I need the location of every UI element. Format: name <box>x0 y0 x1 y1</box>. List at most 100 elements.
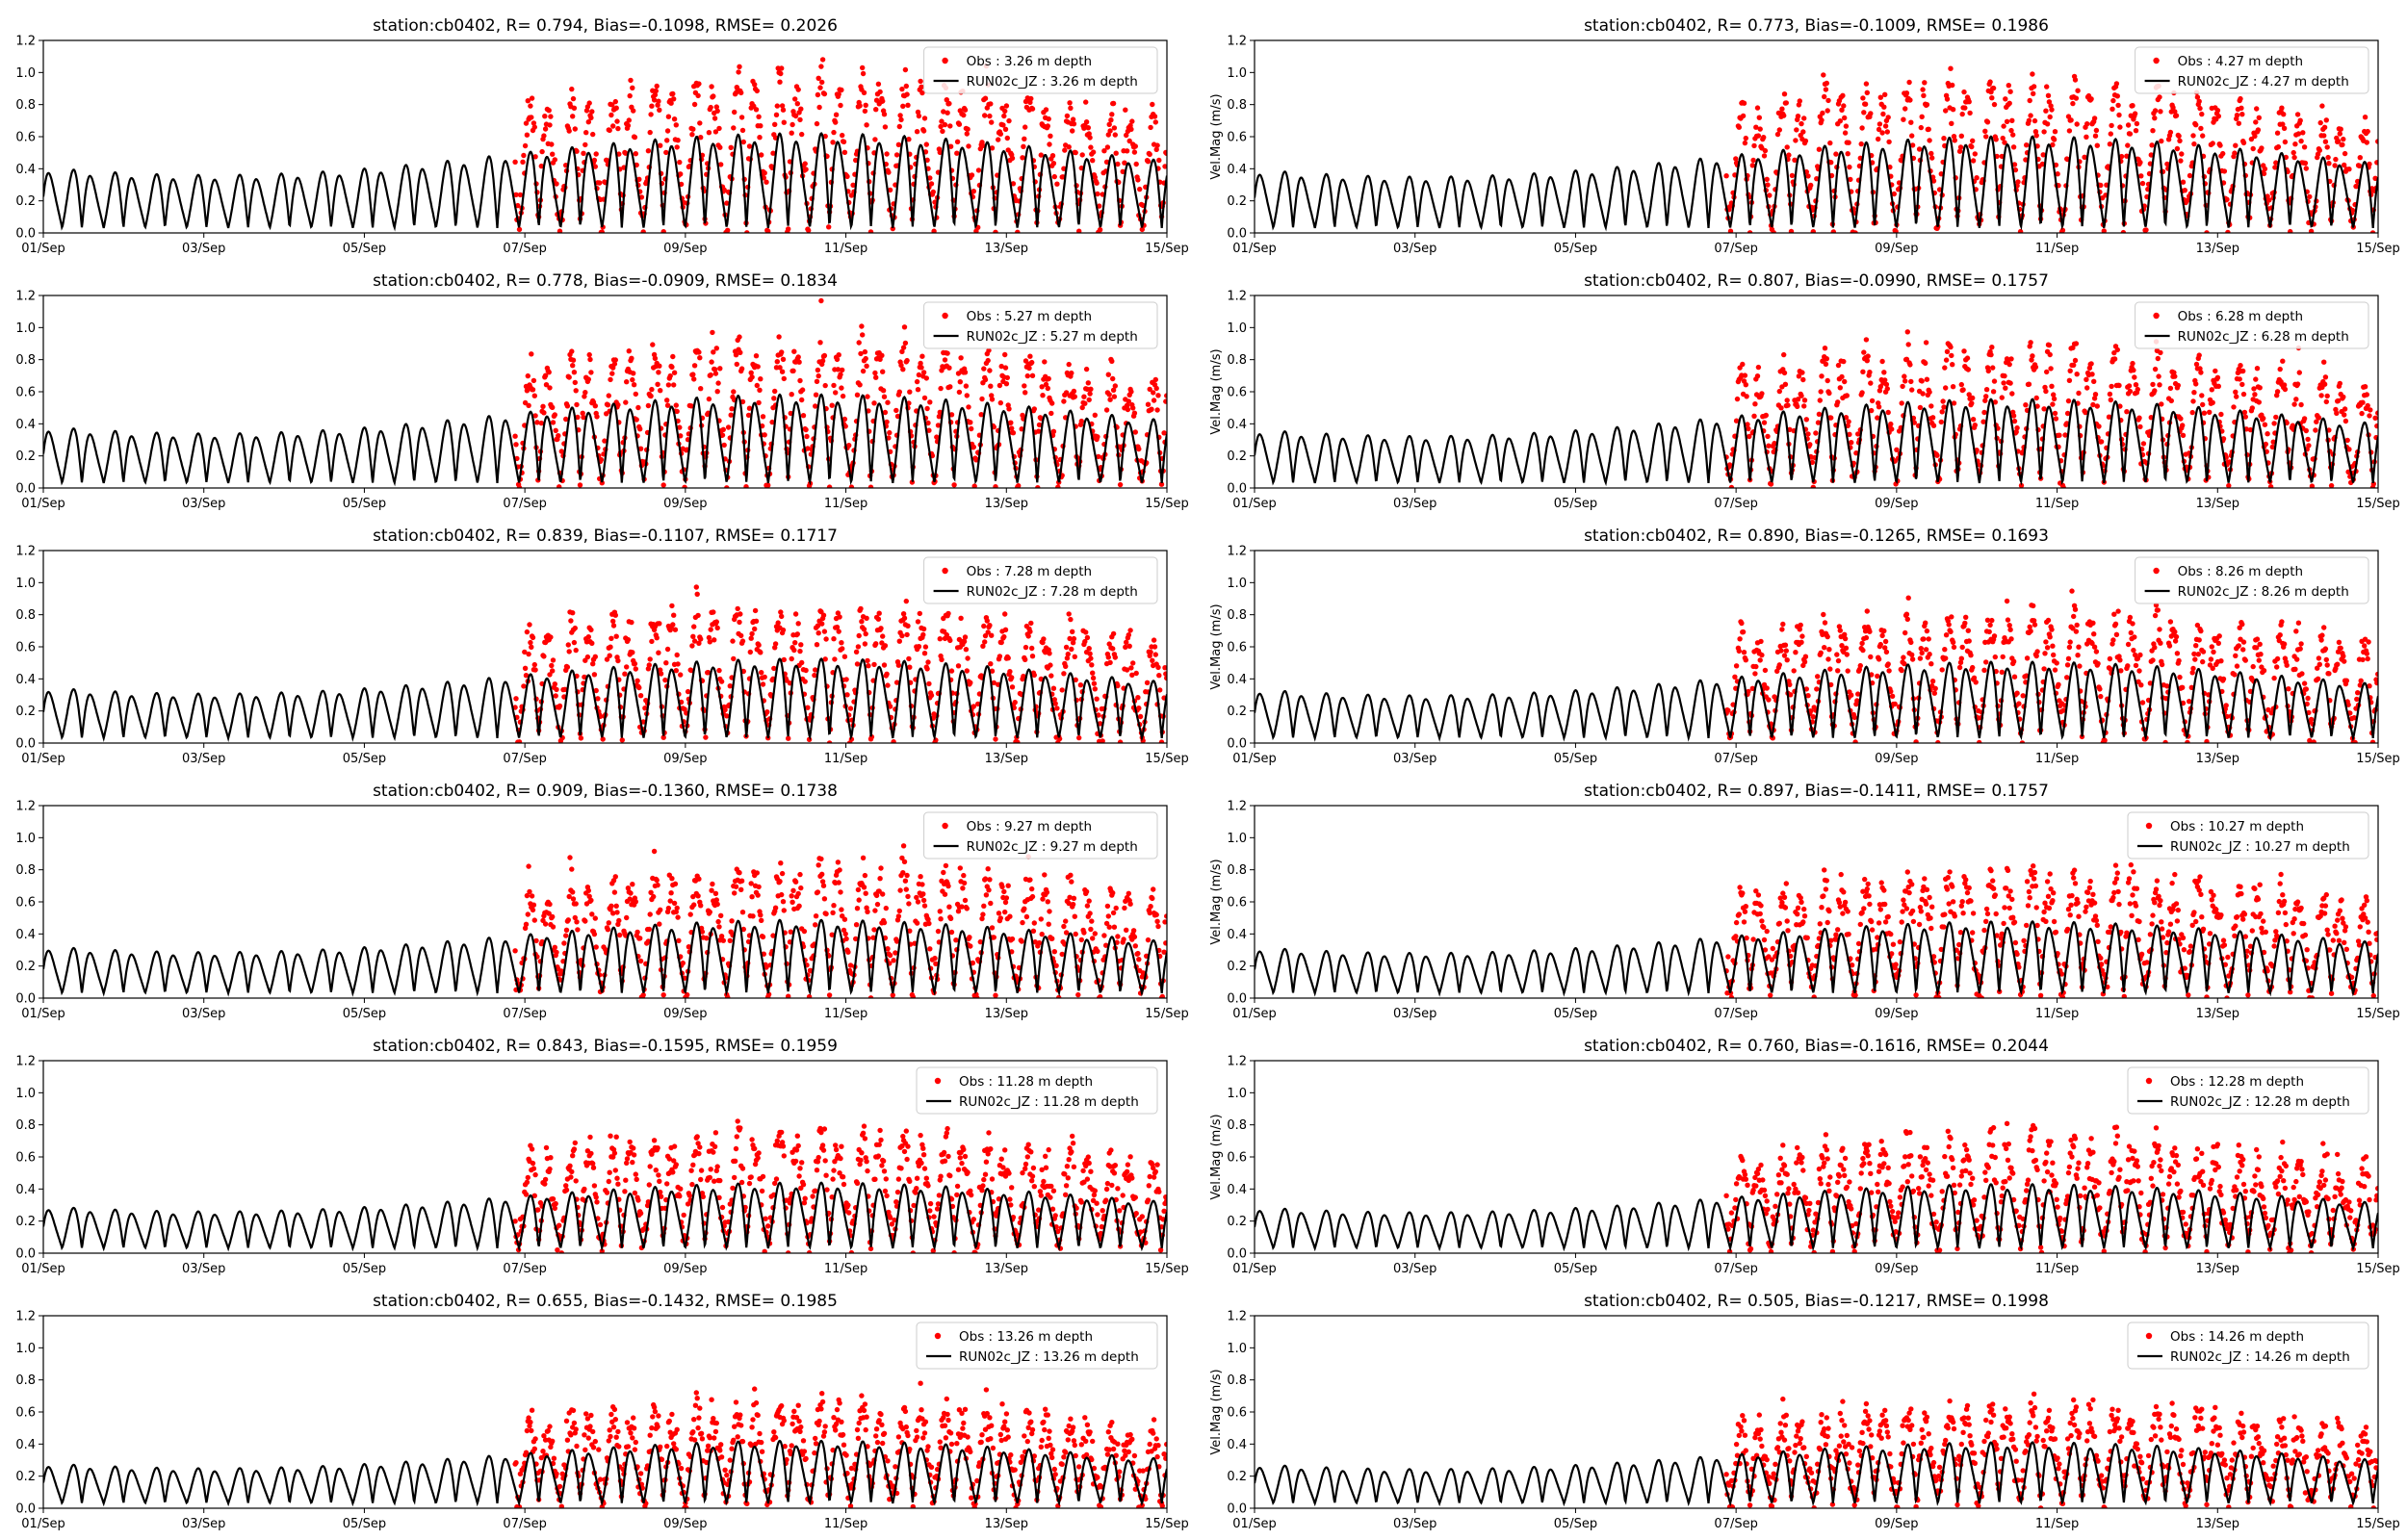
obs-point <box>575 414 581 421</box>
obs-point <box>987 368 993 373</box>
obs-point <box>1968 653 1974 658</box>
obs-point <box>2295 620 2302 626</box>
obs-point <box>1981 409 1987 416</box>
obs-point <box>2362 643 2368 649</box>
obs-point <box>2274 389 2281 395</box>
y-tick-label: 0.6 <box>15 386 36 400</box>
obs-point <box>634 678 640 683</box>
obs-point <box>924 666 930 672</box>
obs-point <box>887 704 893 709</box>
obs-point <box>1107 659 1113 666</box>
obs-point <box>2084 121 2090 127</box>
obs-point <box>1846 419 1851 424</box>
obs-point <box>610 623 617 629</box>
obs-point <box>989 668 996 674</box>
obs-point <box>655 102 660 108</box>
obs-point <box>2074 372 2080 377</box>
obs-point <box>638 194 645 200</box>
obs-point <box>1903 90 1910 96</box>
obs-point <box>2269 444 2275 450</box>
obs-point <box>2172 109 2178 115</box>
obs-point <box>1768 481 1774 487</box>
obs-point <box>1909 142 1916 148</box>
subplot-4: 0.00.20.40.60.81.01.201/Sep 03/Sep 05/Sep 0… <box>1209 271 2400 511</box>
obs-point <box>2292 141 2298 147</box>
y-tick-label: 0.2 <box>15 194 36 209</box>
obs-point <box>1059 687 1065 693</box>
obs-point <box>582 394 587 399</box>
obs-point <box>2240 647 2246 653</box>
obs-point <box>815 372 821 379</box>
obs-point <box>834 624 841 630</box>
obs-point <box>1002 108 1008 115</box>
obs-point <box>724 713 730 719</box>
obs-point <box>764 709 770 715</box>
obs-point <box>1073 677 1078 682</box>
obs-point <box>1935 739 1941 743</box>
obs-point <box>2070 626 2076 631</box>
obs-point <box>682 484 687 488</box>
obs-point <box>831 636 837 642</box>
y-tick-label: 0.8 <box>1227 353 1247 368</box>
subplot-6: 0.00.20.40.60.81.01.201/Sep 03/Sep 05/Sep 0… <box>1209 526 2400 766</box>
obs-point <box>595 696 601 702</box>
obs-point <box>2315 665 2320 671</box>
obs-point <box>642 706 648 711</box>
y-axis-label: Vel.Mag (m/s) <box>1209 603 1224 689</box>
obs-point <box>1049 153 1056 159</box>
obs-point <box>1739 620 1745 627</box>
obs-point <box>1859 640 1865 647</box>
obs-point <box>2152 612 2159 619</box>
obs-point <box>2001 380 2006 386</box>
x-tick-label: 11/Sep <box>824 242 867 256</box>
obs-point <box>1079 152 1085 158</box>
obs-point <box>532 154 538 160</box>
x-tick-label: 01/Sep <box>1232 752 1276 766</box>
obs-point <box>550 668 556 674</box>
obs-point <box>1943 385 1949 391</box>
x-tick-label: 13/Sep <box>2196 752 2239 766</box>
obs-point <box>1847 164 1852 170</box>
obs-point <box>777 365 783 371</box>
obs-point <box>2315 676 2321 681</box>
x-tick-label: 03/Sep <box>182 752 225 766</box>
obs-point <box>532 667 538 673</box>
obs-point <box>1981 667 1987 673</box>
obs-point <box>1926 126 1931 132</box>
obs-point <box>1987 79 1993 85</box>
obs-point <box>689 132 695 138</box>
obs-point <box>2261 415 2266 422</box>
obs-point <box>2125 122 2132 128</box>
obs-point <box>2324 393 2330 399</box>
obs-point <box>1780 621 1786 628</box>
obs-point <box>2139 180 2146 187</box>
obs-point <box>2265 706 2271 713</box>
obs-point <box>1128 665 1134 671</box>
obs-point <box>738 632 744 639</box>
obs-point <box>1815 674 1821 680</box>
obs-point <box>1929 415 1936 421</box>
obs-point <box>1158 481 1165 487</box>
obs-point <box>2189 670 2195 676</box>
obs-point <box>923 141 929 147</box>
obs-point <box>1969 143 1975 150</box>
obs-point <box>1950 107 1956 113</box>
obs-point <box>937 636 943 642</box>
obs-point <box>753 353 760 359</box>
obs-point <box>2298 401 2304 408</box>
obs-point <box>1131 149 1138 155</box>
obs-point <box>2149 142 2155 148</box>
obs-point <box>764 179 769 185</box>
obs-point <box>962 370 969 375</box>
obs-point <box>855 644 862 650</box>
obs-point <box>608 635 614 641</box>
obs-point <box>678 672 684 678</box>
obs-point <box>673 122 679 128</box>
obs-point <box>584 654 591 660</box>
obs-point <box>714 108 720 115</box>
obs-point <box>826 484 833 488</box>
obs-point <box>997 399 1004 406</box>
obs-point <box>2253 119 2259 125</box>
legend-box <box>2135 46 2369 94</box>
obs-point <box>2297 117 2303 123</box>
